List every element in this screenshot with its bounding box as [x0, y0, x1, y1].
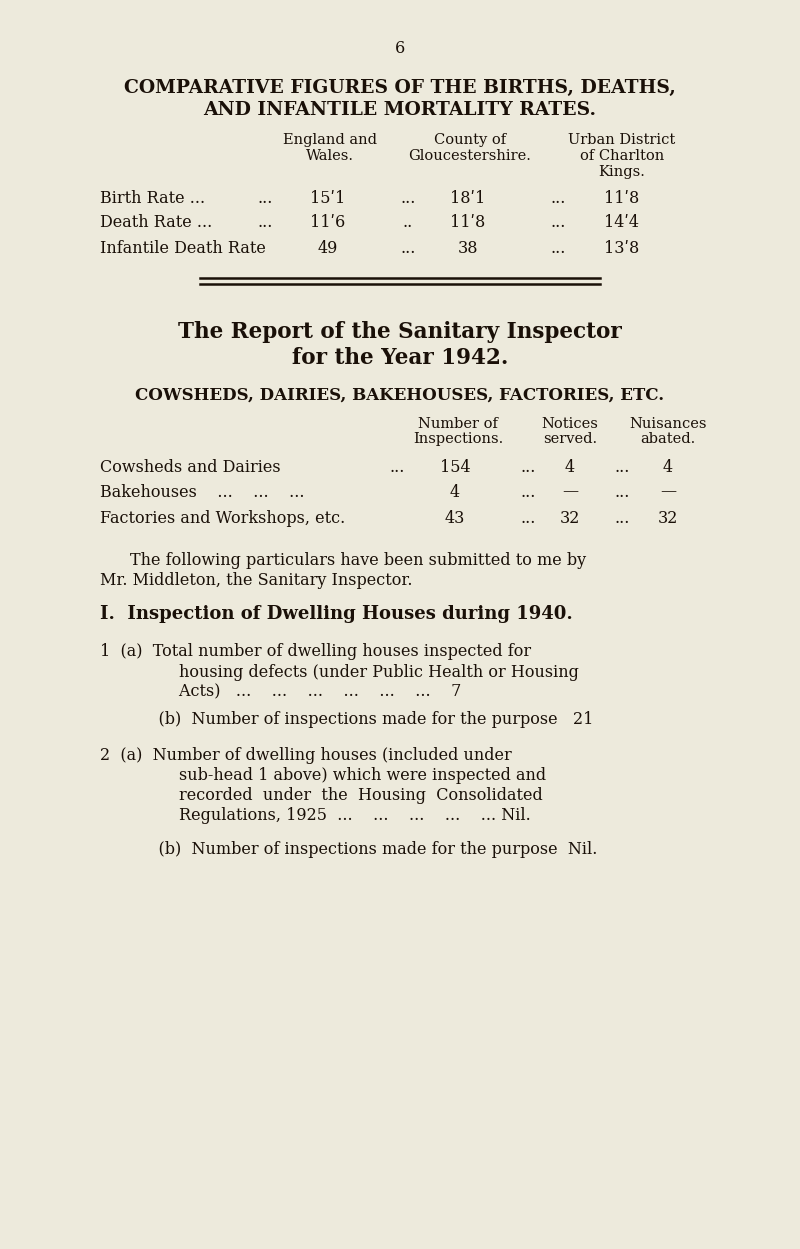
- Text: ...: ...: [614, 458, 630, 476]
- Text: I.  Inspection of Dwelling Houses during 1940.: I. Inspection of Dwelling Houses during …: [100, 605, 573, 623]
- Text: 49: 49: [318, 240, 338, 256]
- Text: 4: 4: [565, 458, 575, 476]
- Text: 32: 32: [658, 510, 678, 527]
- Text: ...: ...: [550, 240, 566, 256]
- Text: —: —: [660, 483, 676, 501]
- Text: COMPARATIVE FIGURES OF THE BIRTHS, DEATHS,: COMPARATIVE FIGURES OF THE BIRTHS, DEATH…: [124, 79, 676, 97]
- Text: ...: ...: [520, 483, 536, 501]
- Text: Gloucestershire.: Gloucestershire.: [409, 149, 531, 164]
- Text: Number of: Number of: [418, 417, 498, 431]
- Text: England and: England and: [283, 132, 377, 147]
- Text: 4: 4: [450, 483, 460, 501]
- Text: Regulations, 1925  ...    ...    ...    ...    ... Nil.: Regulations, 1925 ... ... ... ... ... Ni…: [138, 808, 530, 824]
- Text: (b)  Number of inspections made for the purpose   21: (b) Number of inspections made for the p…: [138, 711, 594, 727]
- Text: Birth Rate ...: Birth Rate ...: [100, 190, 205, 206]
- Text: ...: ...: [390, 458, 405, 476]
- Text: Nuisances: Nuisances: [630, 417, 706, 431]
- Text: ...: ...: [614, 483, 630, 501]
- Text: (b)  Number of inspections made for the purpose  Nil.: (b) Number of inspections made for the p…: [138, 842, 598, 858]
- Text: ..: ..: [403, 214, 413, 231]
- Text: of Charlton: of Charlton: [580, 149, 664, 164]
- Text: ...: ...: [614, 510, 630, 527]
- Text: Inspections.: Inspections.: [413, 432, 503, 446]
- Text: 43: 43: [445, 510, 465, 527]
- Text: Mr. Middleton, the Sanitary Inspector.: Mr. Middleton, the Sanitary Inspector.: [100, 572, 413, 588]
- Text: 154: 154: [440, 458, 470, 476]
- Text: 2  (a)  Number of dwelling houses (included under: 2 (a) Number of dwelling houses (include…: [100, 747, 512, 764]
- Text: 1  (a)  Total number of dwelling houses inspected for: 1 (a) Total number of dwelling houses in…: [100, 642, 531, 659]
- Text: AND INFANTILE MORTALITY RATES.: AND INFANTILE MORTALITY RATES.: [203, 101, 597, 119]
- Text: The following particulars have been submitted to me by: The following particulars have been subm…: [130, 552, 586, 568]
- Text: ...: ...: [400, 190, 416, 206]
- Text: ...: ...: [258, 214, 273, 231]
- Text: ...: ...: [258, 190, 273, 206]
- Text: Bakehouses    ...    ...    ...: Bakehouses ... ... ...: [100, 483, 305, 501]
- Text: recorded  under  the  Housing  Consolidated: recorded under the Housing Consolidated: [138, 788, 542, 804]
- Text: Urban District: Urban District: [568, 132, 676, 147]
- Text: ...: ...: [520, 510, 536, 527]
- Text: County of: County of: [434, 132, 506, 147]
- Text: Kings.: Kings.: [598, 165, 646, 179]
- Text: Acts)   ...    ...    ...    ...    ...    ...    7: Acts) ... ... ... ... ... ... 7: [138, 683, 462, 701]
- Text: 4: 4: [663, 458, 673, 476]
- Text: for the Year 1942.: for the Year 1942.: [292, 347, 508, 368]
- Text: ...: ...: [550, 214, 566, 231]
- Text: Wales.: Wales.: [306, 149, 354, 164]
- Text: 32: 32: [560, 510, 580, 527]
- Text: Death Rate ...: Death Rate ...: [100, 214, 212, 231]
- Text: Factories and Workshops, etc.: Factories and Workshops, etc.: [100, 510, 346, 527]
- Text: ...: ...: [400, 240, 416, 256]
- Text: 11ʹ8: 11ʹ8: [604, 190, 640, 206]
- Text: The Report of the Sanitary Inspector: The Report of the Sanitary Inspector: [178, 321, 622, 343]
- Text: sub-head 1 above) which were inspected and: sub-head 1 above) which were inspected a…: [138, 767, 546, 784]
- Text: Cowsheds and Dairies: Cowsheds and Dairies: [100, 458, 281, 476]
- Text: abated.: abated.: [640, 432, 696, 446]
- Text: 18ʹ1: 18ʹ1: [450, 190, 486, 206]
- Text: 11ʹ8: 11ʹ8: [450, 214, 486, 231]
- Text: 14ʹ4: 14ʹ4: [605, 214, 639, 231]
- Text: 6: 6: [395, 40, 405, 56]
- Text: 11ʹ6: 11ʹ6: [310, 214, 346, 231]
- Text: Infantile Death Rate: Infantile Death Rate: [100, 240, 266, 256]
- Text: housing defects (under Public Health or Housing: housing defects (under Public Health or …: [138, 663, 579, 681]
- Text: —: —: [562, 483, 578, 501]
- Text: ...: ...: [550, 190, 566, 206]
- Text: ...: ...: [520, 458, 536, 476]
- Text: Notices: Notices: [542, 417, 598, 431]
- Text: 13ʹ8: 13ʹ8: [604, 240, 640, 256]
- Text: served.: served.: [543, 432, 597, 446]
- Text: COWSHEDS, DAIRIES, BAKEHOUSES, FACTORIES, ETC.: COWSHEDS, DAIRIES, BAKEHOUSES, FACTORIES…: [135, 386, 665, 403]
- Text: 15ʹ1: 15ʹ1: [310, 190, 346, 206]
- Text: 38: 38: [458, 240, 478, 256]
